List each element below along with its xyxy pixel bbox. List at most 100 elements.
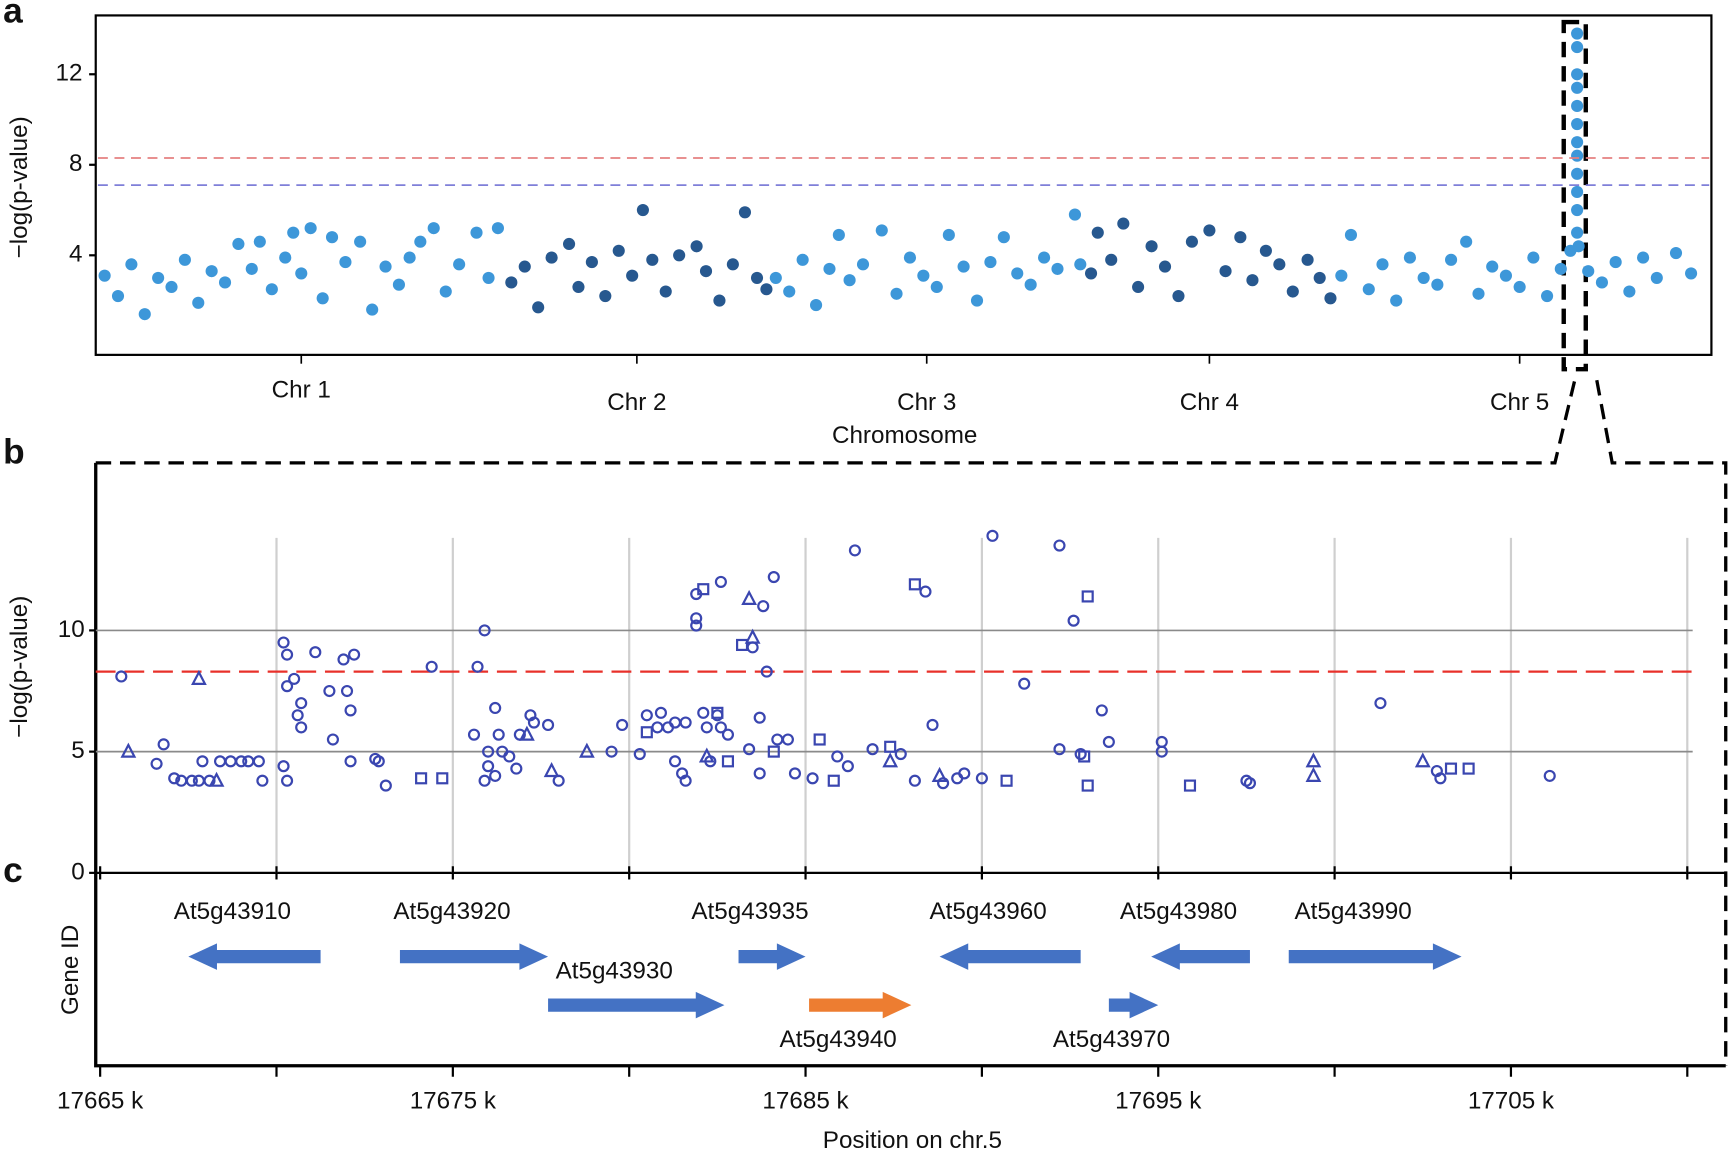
snp-circle [1374,697,1387,710]
snp-square [1000,774,1013,787]
snp-point [984,256,997,269]
snp-triangle [1305,766,1322,782]
snp-circle [1434,772,1447,785]
snp-circle [281,680,294,693]
snp-point [1571,27,1584,40]
snp-circle [1018,677,1031,690]
gene-label: At5g43990 [1294,898,1411,925]
snp-square [697,583,710,596]
snp-point [366,303,379,316]
snp-triangle [519,725,535,741]
snp-point [942,228,955,241]
snp-circle [714,575,727,588]
snp-circle [848,544,861,557]
gene-label: At5g43970 [1053,1026,1170,1053]
snp-point [1132,280,1145,294]
snp-point [1038,251,1051,264]
snp-circle [1543,769,1556,782]
snp-point [997,231,1010,244]
snp-square [827,774,840,787]
snp-circle [788,767,802,780]
snp-point [612,244,625,257]
snp-point [295,267,308,280]
snp-circle [605,745,618,758]
snp-point [1571,203,1584,217]
snp-point [1554,262,1567,275]
snp-point [1259,244,1272,257]
snp-circle [340,684,354,698]
snp-point [1376,258,1389,271]
panel-a-frame [94,14,1713,356]
snp-point [532,301,545,314]
snp-point [1390,294,1403,307]
y-tick-label: 5 [71,737,84,764]
snp-point [1091,226,1104,239]
snp-point [287,226,300,239]
snp-circle [1053,539,1066,552]
snp-circle [668,755,682,768]
snp-circle [958,767,971,780]
snp-circle [831,750,844,763]
snp-point [1158,260,1172,273]
snp-circle [235,755,248,768]
snp-point [1362,283,1375,296]
snp-point [1541,289,1554,303]
snp-point [1472,287,1485,300]
panel-letter: b [3,432,25,471]
snp-square [721,755,735,768]
snp-circle [482,760,495,773]
snp-circle [337,653,350,666]
x-tick-label: 17675 k [410,1088,497,1115]
snp-point [1572,240,1585,253]
snp-point [917,269,930,282]
snp-square [415,772,428,785]
snp-circle [425,660,438,673]
snp-point [138,308,151,321]
snp-point [1051,262,1064,275]
snp-point [599,289,612,303]
snp-circle [771,733,784,746]
gene-arrow [1151,943,1250,970]
snp-point [646,253,659,266]
snp-square [908,578,921,591]
snp-point [1445,253,1458,266]
snp-point [930,280,943,294]
snp-circle [926,718,939,732]
snp-square [1444,762,1458,775]
snp-point [673,249,686,262]
x-tick-label: Chr 3 [897,389,956,416]
snp-point [823,262,836,275]
snp-point [1105,253,1118,266]
snp-circle [542,718,555,732]
snp-triangle [578,742,595,758]
snp-triangle [741,589,757,605]
snp-circle [489,769,502,782]
snp-point [218,276,232,289]
snp-point [659,285,672,298]
snp-point [856,258,870,271]
x-tick-label: 17695 k [1115,1088,1202,1115]
snp-point [1234,231,1247,244]
x-tick-label: Chr 2 [607,389,666,416]
snp-point [1460,235,1473,248]
x-axis-label: Position on chr.5 [823,1127,1002,1154]
snp-circle [743,743,756,756]
snp-circle [1095,704,1108,717]
snp-point [810,299,823,312]
x-tick-label: 17685 k [762,1088,849,1115]
snp-square [813,733,826,746]
gene-arrow [548,991,725,1019]
snp-triangle [543,762,560,778]
snp-triangle [208,771,225,787]
snp-circle [841,760,854,773]
x-tick-label: 17705 k [1468,1088,1555,1115]
snp-circle [690,619,703,632]
x-tick-label: Chr 1 [272,377,331,404]
snp-point [505,276,518,289]
snp-circle [489,701,502,715]
gene-arrow [1288,943,1462,970]
snp-circle [256,774,269,787]
snp-point [545,251,558,264]
snp-circle [616,718,629,732]
snp-point [253,235,266,248]
